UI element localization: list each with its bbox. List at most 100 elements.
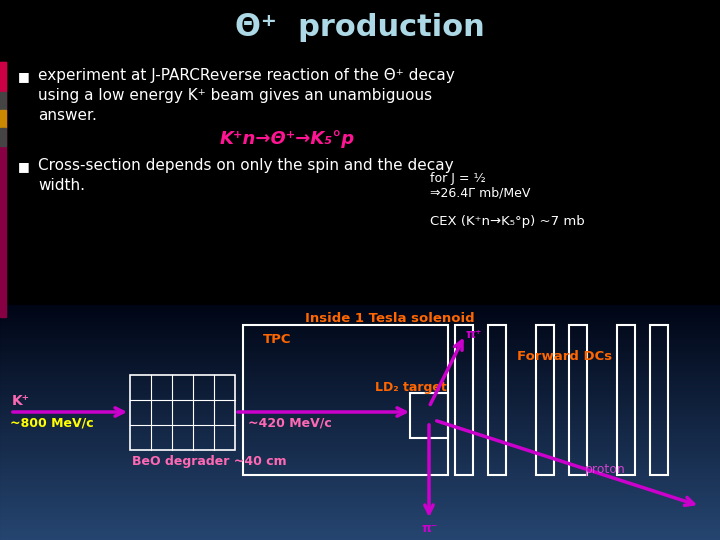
Bar	[0, 439, 720, 440]
Bar	[0, 538, 720, 539]
Bar	[0, 417, 720, 418]
Bar	[0, 347, 720, 348]
Bar	[0, 532, 720, 533]
Bar	[0, 529, 720, 530]
Bar	[0, 521, 720, 522]
Bar	[0, 414, 720, 415]
Bar	[0, 438, 720, 439]
Bar	[0, 317, 720, 318]
Text: answer.: answer.	[38, 108, 97, 123]
Bar	[0, 517, 720, 518]
Bar	[0, 385, 720, 386]
Bar	[243, 325, 448, 475]
Bar	[0, 408, 720, 409]
Text: K⁺: K⁺	[12, 394, 30, 408]
Bar	[0, 307, 720, 308]
Bar	[0, 365, 720, 366]
Bar	[0, 349, 720, 350]
Bar	[0, 485, 720, 486]
Bar	[0, 482, 720, 483]
Bar	[0, 519, 720, 520]
Bar	[0, 397, 720, 398]
Bar	[0, 479, 720, 480]
Bar	[0, 400, 720, 401]
Text: width.: width.	[38, 178, 85, 193]
Bar	[0, 338, 720, 339]
Bar	[0, 410, 720, 411]
Bar	[0, 511, 720, 512]
Bar	[0, 453, 720, 454]
Bar	[0, 416, 720, 417]
Bar	[0, 535, 720, 536]
Text: ~800 MeV/c: ~800 MeV/c	[10, 416, 94, 429]
Bar	[0, 376, 720, 377]
Text: using a low energy K⁺ beam gives an unambiguous: using a low energy K⁺ beam gives an unam…	[38, 88, 432, 103]
Bar	[0, 404, 720, 405]
Bar	[0, 377, 720, 378]
Bar	[0, 506, 720, 507]
Bar	[0, 319, 720, 320]
Bar	[0, 427, 720, 428]
Bar	[0, 409, 720, 410]
Bar	[0, 490, 720, 491]
Bar	[0, 492, 720, 493]
Bar	[0, 525, 720, 526]
Bar	[0, 489, 720, 490]
Bar	[0, 522, 720, 523]
Bar	[0, 391, 720, 392]
Text: π⁺: π⁺	[466, 328, 482, 341]
Bar	[0, 421, 720, 422]
Bar	[617, 325, 635, 475]
Bar	[0, 487, 720, 488]
Bar	[0, 528, 720, 529]
Bar	[0, 355, 720, 356]
Bar	[0, 422, 720, 423]
Bar	[0, 486, 720, 487]
Bar	[0, 455, 720, 456]
Bar	[0, 371, 720, 372]
Bar	[0, 374, 720, 375]
Bar	[0, 357, 720, 358]
Bar	[0, 334, 720, 335]
Bar	[0, 440, 720, 441]
Bar	[0, 462, 720, 463]
Bar	[0, 428, 720, 429]
Bar	[0, 395, 720, 396]
Bar	[0, 509, 720, 510]
Bar	[0, 442, 720, 443]
Bar	[0, 472, 720, 473]
Bar	[0, 418, 720, 419]
Bar	[0, 478, 720, 479]
Bar	[0, 524, 720, 525]
Bar	[0, 392, 720, 393]
Bar	[0, 491, 720, 492]
Text: Forward DCs: Forward DCs	[518, 350, 613, 363]
Bar	[130, 375, 235, 450]
Bar	[0, 449, 720, 450]
Bar	[0, 372, 720, 373]
Text: ■: ■	[18, 70, 30, 83]
Bar	[0, 457, 720, 458]
Bar	[0, 345, 720, 346]
Bar	[0, 62, 6, 317]
Bar	[0, 364, 720, 365]
Text: ⇒26.4Γ mb/MeV: ⇒26.4Γ mb/MeV	[430, 187, 531, 200]
Bar	[0, 312, 720, 313]
Bar	[0, 413, 720, 414]
Bar	[488, 325, 506, 475]
Bar	[0, 419, 720, 420]
Bar	[0, 305, 720, 306]
Bar	[0, 387, 720, 388]
Bar	[0, 339, 720, 340]
Bar	[569, 325, 587, 475]
Bar	[0, 393, 720, 394]
Bar	[0, 405, 720, 406]
Bar	[0, 379, 720, 380]
Bar	[0, 407, 720, 408]
Bar	[0, 503, 720, 504]
Bar	[0, 502, 720, 503]
Bar	[410, 393, 448, 438]
Text: LD₂ target: LD₂ target	[375, 381, 446, 394]
Bar	[0, 320, 720, 321]
Bar	[0, 306, 720, 307]
